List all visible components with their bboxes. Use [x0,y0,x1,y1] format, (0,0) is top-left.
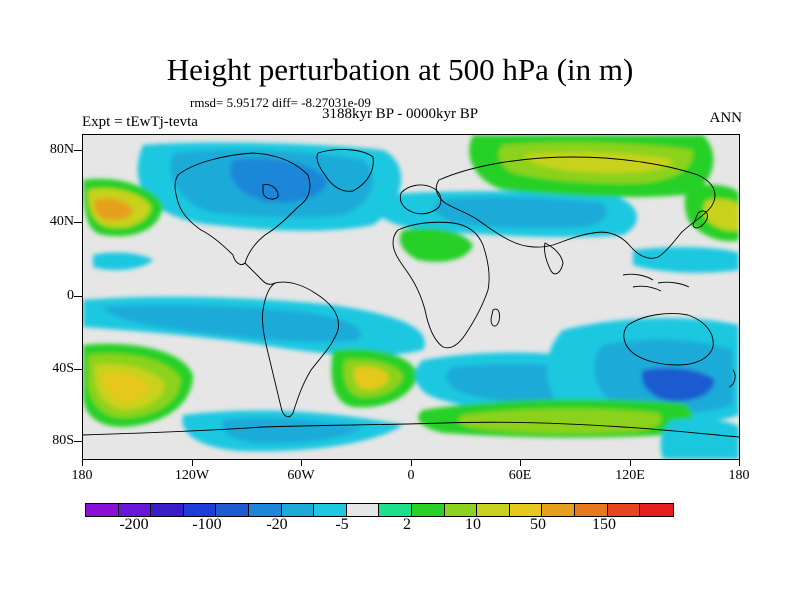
lon-label-60w: 60W [287,468,315,483]
colorbar-label: 50 [530,516,546,533]
contour-neg-south-inner [103,305,361,343]
lon-label-60e: 60E [508,468,532,483]
lon-label-120w: 120W [174,468,210,483]
lat-tick [74,222,82,223]
contour-pos-south-band-inner [458,408,662,434]
colorbar-swatch [118,504,152,516]
lat-label-0: 0 [67,288,74,303]
plot-title: Height perturbation at 500 hPa (in m) [166,52,634,87]
colorbar-swatch [346,504,380,516]
contour-neg-eurasia-inner [434,197,607,229]
contour-neg-tropic-e [633,247,739,273]
lon-tick [630,460,631,466]
colorbar-label: 10 [465,516,481,533]
map-canvas [83,135,739,459]
colorbar-swatch [444,504,478,516]
contour-fill [83,135,739,459]
colorbar-swatch [509,504,543,516]
colorbar-swatch [281,504,315,516]
contour-map [82,134,740,460]
colorbar-label: -100 [192,516,222,533]
colorbar-swatch [86,504,119,516]
lon-tick [739,460,740,466]
contour-pos-npacific-w-core [94,198,133,221]
lon-tick [301,460,302,466]
lat-label-40n: 40N [49,214,74,229]
colorbar-swatch [248,504,282,516]
colorbar-swatch [574,504,608,516]
coast-new-zealand [728,369,736,388]
lon-tick [520,460,521,466]
contour-pos-npacific-e-inner [703,198,739,231]
coast-indonesia [622,273,690,292]
season-label: ANN [709,110,743,126]
contour-pos-africa [399,228,473,262]
coast-india [544,242,564,275]
coast-north-america [174,152,311,266]
lon-tick [82,460,83,466]
contour-neg-tropic-w [93,252,153,271]
contour-pos-south-w-core [103,372,149,403]
colorbar-swatch [379,504,412,516]
lat-tick [74,296,82,297]
contour-pos-arctic-core [523,152,673,173]
coastlines [83,149,739,438]
stats-label: rmsd= 5.95172 diff= -8.27031e-09 [190,95,371,110]
experiment-label: Expt = tEwTj-tevta [82,114,198,130]
colorbar-label: -20 [266,516,288,533]
colorbar-label: 2 [403,516,411,533]
contour-neg-south-pacific-core [641,368,715,402]
lon-label-180e: 180 [728,468,750,483]
lat-label-80n: 80N [49,142,74,157]
coast-antarctica [83,421,739,438]
coast-central-america [244,262,276,285]
colorbar-swatch [216,504,249,516]
lat-tick [74,441,82,442]
lat-tick [74,150,82,151]
colorbar-swatch [183,504,217,516]
colorbar-swatch [477,504,510,516]
lat-label-80s: 80S [52,433,74,448]
coast-japan [692,210,708,229]
coast-europe [399,184,442,215]
colorbar-swatch [411,504,445,516]
coast-hudson-bay [262,184,279,200]
coast-africa [392,221,490,349]
coast-greenland [316,149,374,192]
contour-neg-antarctic-right [660,418,739,459]
colorbar-label: -5 [335,516,349,533]
colorbar-swatch [607,504,641,516]
colorbar-label: -200 [119,516,149,533]
colorbar-swatch [640,504,673,516]
colorbar-swatch [542,504,575,516]
lon-label-120e: 120E [615,468,645,483]
colorbar-swatch [151,504,184,516]
colorbar-swatch [314,504,347,516]
contour-neg-north-america-core [230,158,328,203]
lat-label-40s: 40S [52,361,74,376]
colorbar [85,503,674,517]
contour-pos-south-atlantic-core [354,366,389,390]
lon-label-0: 0 [407,468,415,483]
lat-tick [74,369,82,370]
coast-australia [623,313,714,366]
coast-south-america [262,281,339,418]
lon-tick [192,460,193,466]
coast-asia [435,156,716,259]
colorbar-label: 150 [592,516,616,533]
lon-tick [411,460,412,466]
period-label: 3188kyr BP - 0000kyr BP [321,106,479,122]
contour-neg-antarctic-inner [222,417,363,444]
coast-madagascar [490,308,500,327]
lon-label-180w: 180 [71,468,93,483]
